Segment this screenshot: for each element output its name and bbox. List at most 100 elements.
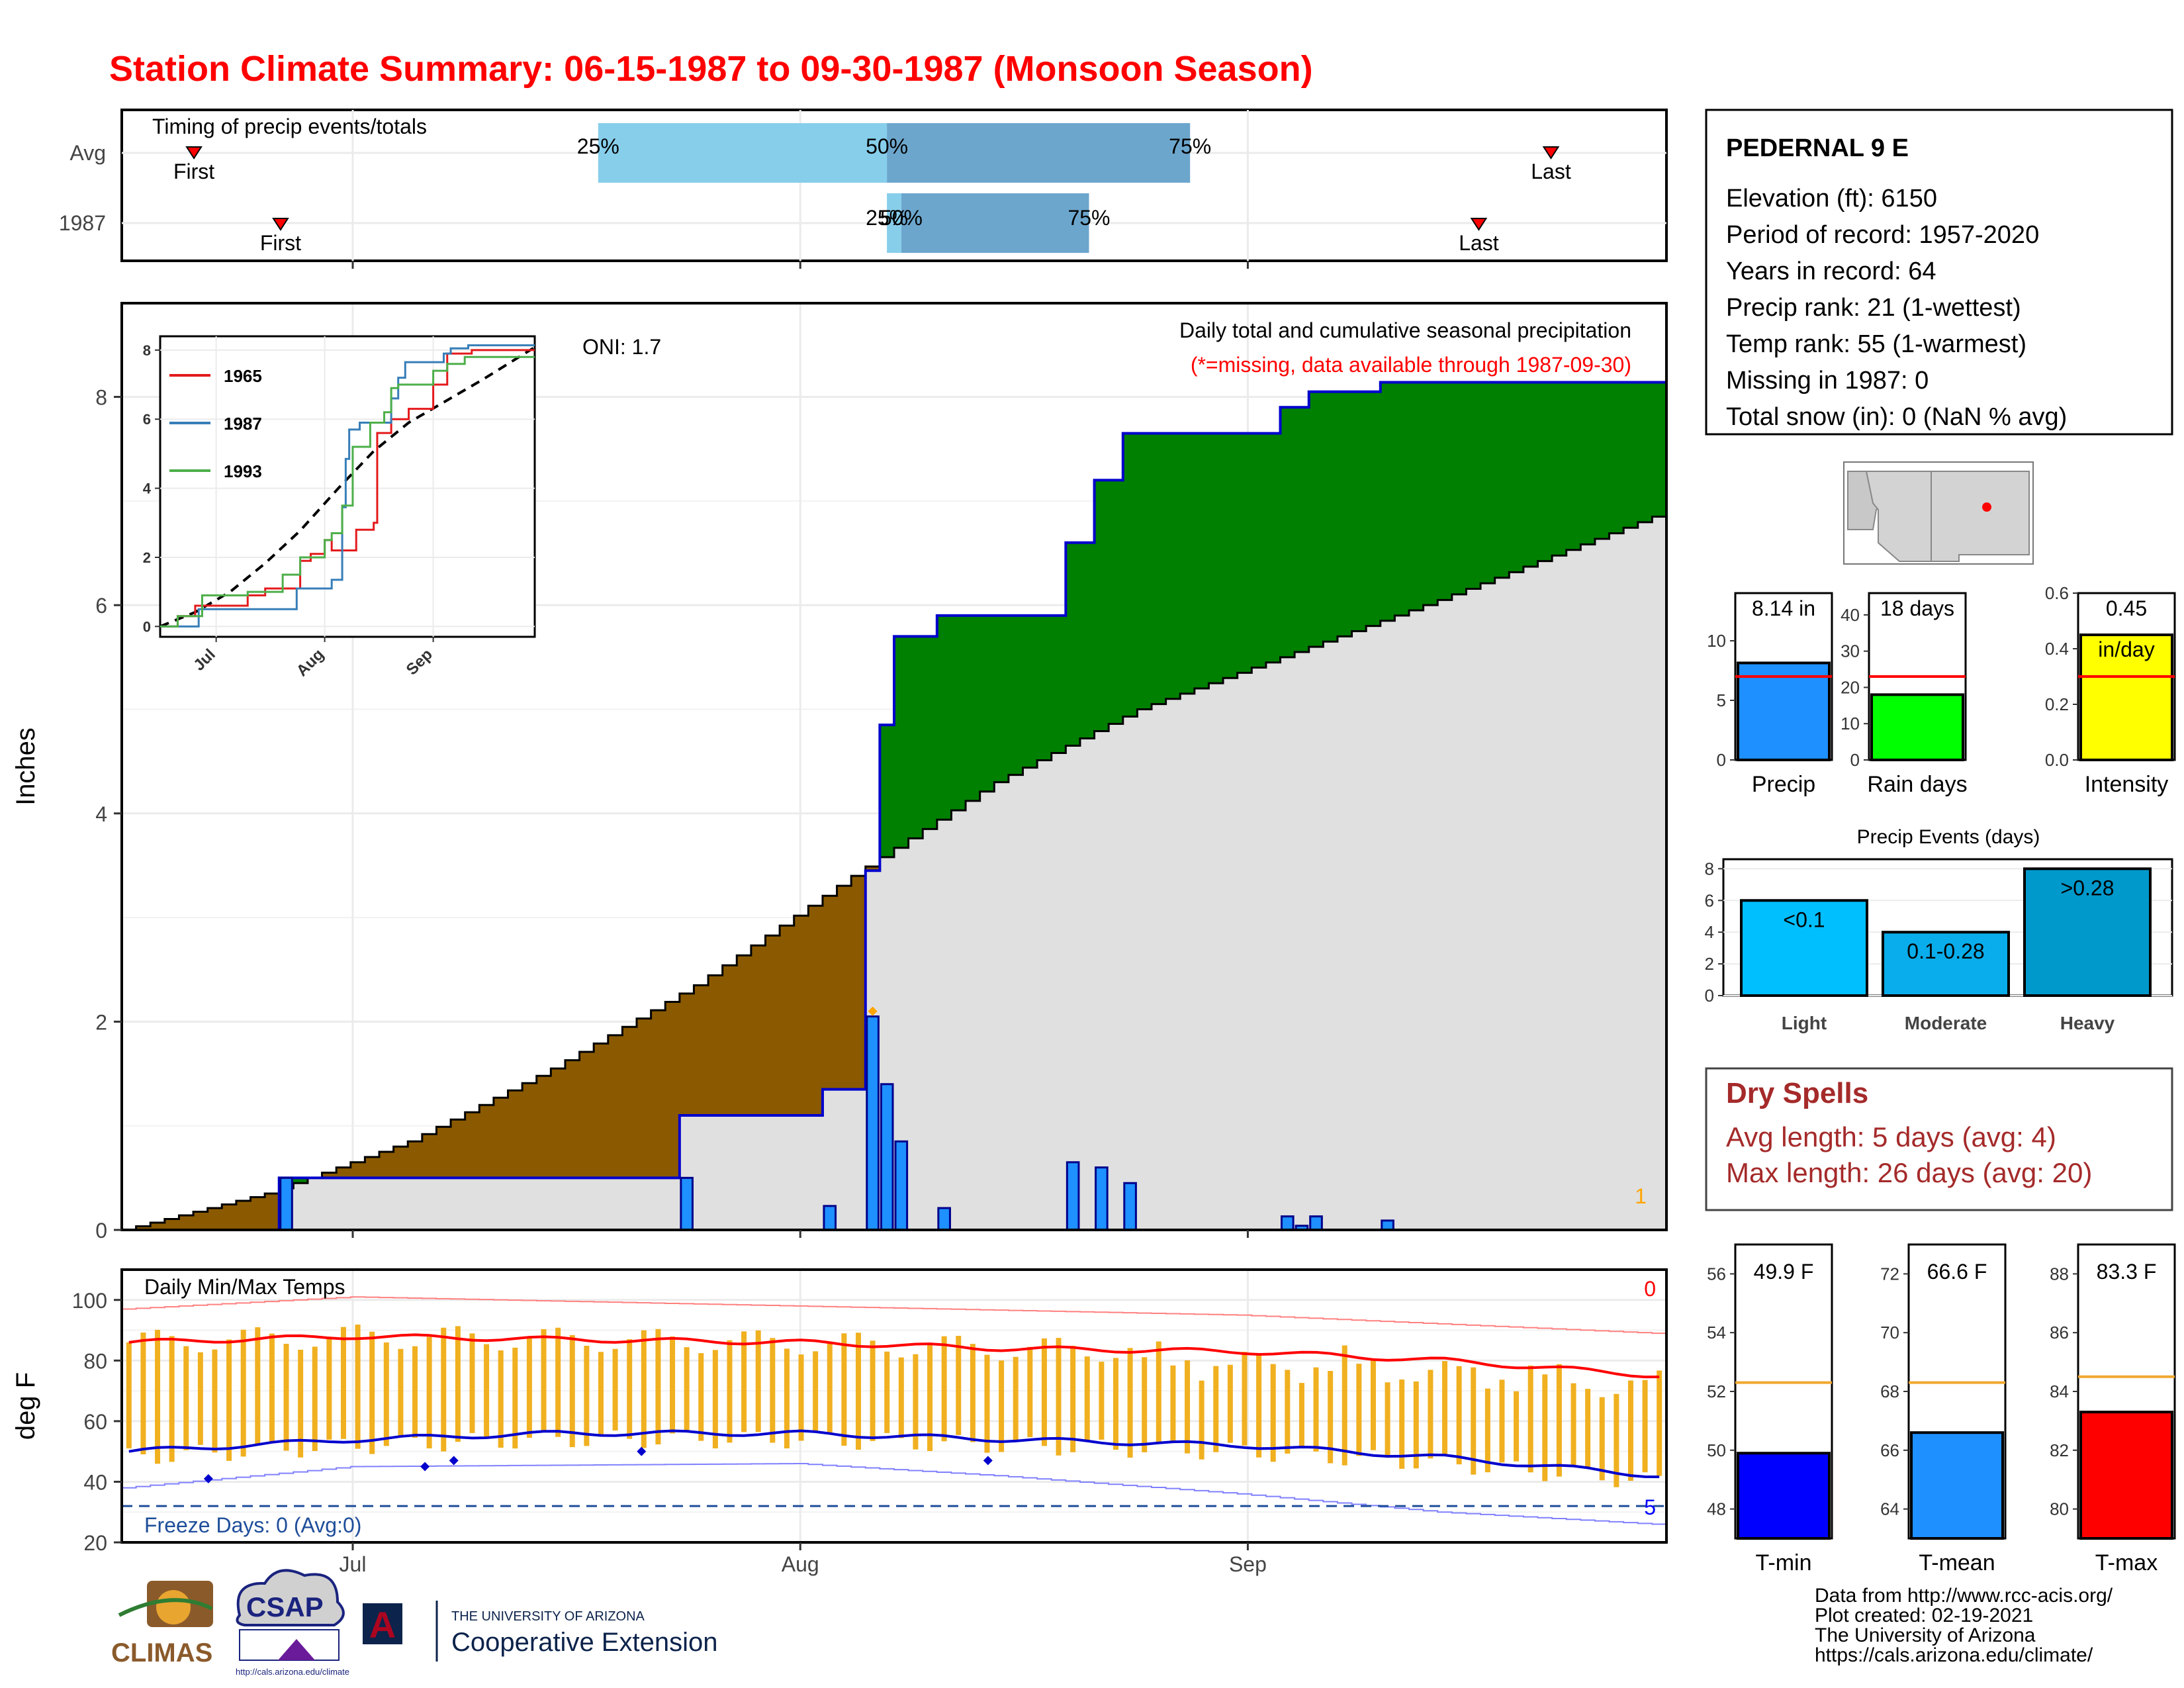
mini-chart-y-tick-label: 0 [1850, 750, 1860, 770]
temp-bottom-count: 5 [1644, 1495, 1656, 1519]
record-low-marker-icon [203, 1474, 213, 1483]
temp-y-tick-label: 20 [83, 1531, 107, 1555]
deficit-area-step [551, 1068, 566, 1178]
deficit-area-step [808, 906, 823, 1115]
deficit-area-step [851, 876, 866, 1090]
mini-temp-y-tick-label: 88 [2050, 1264, 2069, 1284]
mini-chart-value: 8.14 in [1752, 596, 1815, 620]
surplus-area-step [1094, 480, 1109, 731]
events-y-tick-label: 8 [1705, 859, 1714, 878]
precip-areas [122, 381, 1667, 1231]
deficit-area-step [393, 1147, 408, 1178]
surplus-area-step [1165, 433, 1181, 699]
precip-corner-count: 1 [1635, 1184, 1647, 1208]
events-content: 0 2 4 6 8 <0.1 Light 0.1-0.28 Moderate >0.28 Heavy [1705, 858, 2173, 1033]
precip-header: Daily total and cumulative seasonal prec… [1179, 318, 1631, 342]
inset-legend-label: 1965 [224, 366, 262, 386]
record-low-marker-icon [449, 1456, 459, 1466]
mini-temp-value: 66.6 F [1927, 1260, 1987, 1284]
surplus-area-step [979, 615, 995, 792]
daily-precip-bar [1123, 1182, 1137, 1231]
deficit-area-step [322, 1172, 337, 1178]
inset-series-line [160, 349, 535, 628]
temp-panel-frame [120, 1268, 1668, 1544]
timing-quantile-label: 50% [880, 206, 923, 230]
surplus-area-step [1380, 382, 1395, 621]
temp-y-tick-label: 40 [83, 1470, 107, 1494]
deficit-area-step [436, 1127, 451, 1178]
surplus-area-step [1509, 382, 1524, 573]
surplus-area-step [1223, 433, 1238, 679]
deficit-area-step [622, 1027, 637, 1178]
daily-precip-bar [823, 1205, 837, 1231]
deficit-area-step [365, 1156, 380, 1178]
deficit-area-step [350, 1162, 365, 1178]
mini-chart-xlabel: Rain days [1867, 772, 1967, 797]
daily-precip-bar [880, 1083, 894, 1231]
deficit-area-step [579, 1052, 594, 1178]
inset-y-tick-label: 6 [143, 411, 151, 428]
surplus-area-step [1122, 433, 1138, 717]
station-info-box: PEDERNAL 9 E Elevation (ft): 6150 Period… [1705, 109, 2173, 436]
station-line: Missing in 1987: 0 [1726, 367, 1929, 395]
avg-cumulative-line [122, 515, 1666, 1231]
deficit-area-step [179, 1215, 194, 1230]
footer-line: Plot created: 02-19-2021 [1815, 1605, 2033, 1626]
mini-temp-y-tick-label: 72 [1880, 1264, 1899, 1284]
avg-cumulative-area [122, 516, 1666, 1230]
footer-line: The University of Arizona [1815, 1624, 2036, 1646]
events-category-label: Moderate [1905, 1013, 1987, 1033]
footer: Data from http://www.rcc-acis.org/ Plot … [111, 1569, 2113, 1677]
dry-spells-box: Dry Spells Avg length: 5 days (avg: 4) M… [1705, 1067, 2173, 1211]
daily-precip-bar [1281, 1215, 1295, 1231]
surplus-area-step [1079, 542, 1095, 739]
last-marker-icon [1542, 146, 1560, 160]
mini-temp-y-tick-label: 52 [1707, 1382, 1726, 1401]
events-bar [2023, 867, 2152, 997]
mini-chart-y-tick-label: 40 [1841, 605, 1860, 625]
station-line: Elevation (ft): 6150 [1726, 185, 1937, 212]
deficit-area-step [222, 1204, 237, 1230]
mini-chart-y-tick-label: 0.0 [2045, 750, 2069, 770]
timing-last-label: Last [1531, 160, 1571, 183]
surplus-area-step [1237, 433, 1252, 673]
deficit-area-step [594, 1043, 609, 1178]
mini-temp-charts: 49.9 F T-min 48 50 52 54 56 66.6 F T-mean 64 66 68 7… [1707, 1243, 2176, 1575]
deficit-area-step [751, 945, 766, 1115]
mini-chart-value: 18 days [1880, 596, 1954, 620]
mini-chart-bar [2079, 633, 2173, 761]
precip-events-chart: Precip Events (days) 0 2 4 6 8 <0.1 Light 0.1-0… [1705, 826, 2173, 1033]
temp-y-tick-label: 60 [83, 1410, 107, 1434]
mini-temp-value: 83.3 F [2097, 1260, 2157, 1284]
temp-x-tick-label: Sep [1229, 1552, 1267, 1576]
surplus-area-step [1366, 391, 1381, 626]
surplus-area-step [951, 615, 966, 811]
inset-series-line [160, 344, 535, 628]
surplus-area-step [1037, 615, 1052, 761]
mini-chart-y-tick-label: 0.2 [2045, 694, 2069, 714]
record-max-line [122, 1296, 1666, 1335]
events-bar-label: >0.28 [2061, 876, 2115, 900]
timing-bar-q2 [887, 123, 1191, 183]
mini-chart-bar [1870, 693, 1964, 762]
first-marker-icon [185, 146, 203, 160]
deficit-area-step [265, 1193, 280, 1230]
mini-temp-y-tick-label: 86 [2050, 1323, 2069, 1342]
csap-url: http://cals.arizona.edu/climate [236, 1667, 349, 1677]
deficit-area-step [236, 1200, 251, 1230]
record-low-marker-icon [420, 1462, 430, 1472]
precip-y-ticks: 0 2 4 6 8 [95, 386, 1249, 1243]
timing-quantile-label: 50% [866, 134, 908, 158]
timing-last-label: Last [1459, 231, 1499, 255]
mini-temp-xlabel: T-max [2095, 1550, 2158, 1575]
oni-label: ONI: 1.7 [582, 335, 661, 359]
deficit-area-step [694, 985, 709, 1115]
surplus-area-step [1280, 407, 1295, 657]
deficit-area-step [794, 915, 809, 1115]
surplus-area-step [923, 636, 938, 829]
inset-avg-line [159, 346, 536, 628]
mini-temp-y-tick-label: 80 [2050, 1499, 2069, 1519]
mini-chart-xlabel: Intensity [2085, 772, 2169, 797]
